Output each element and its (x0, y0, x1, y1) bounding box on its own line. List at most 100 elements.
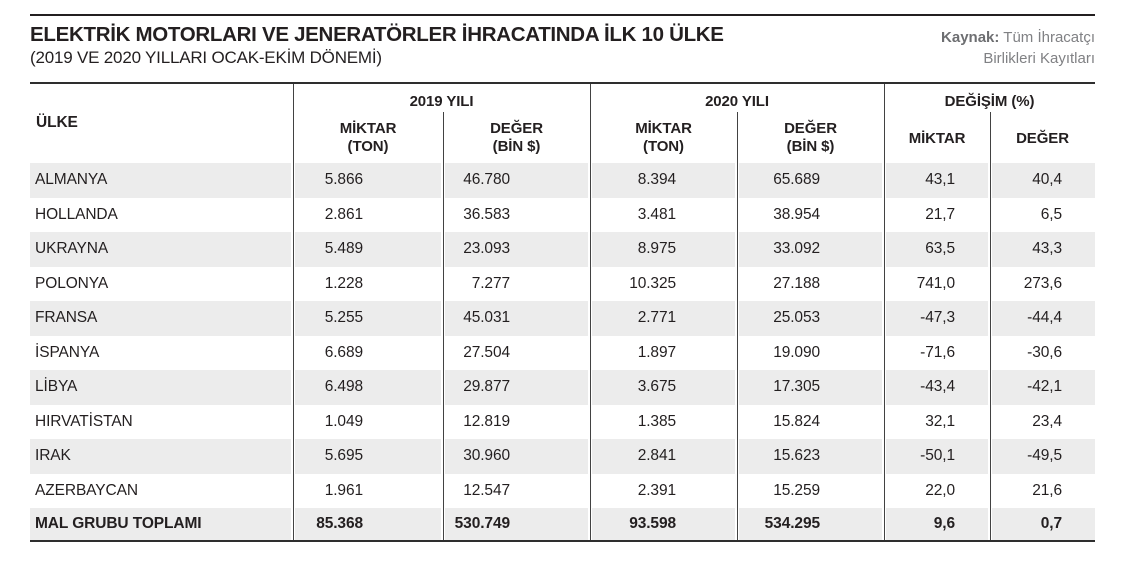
header-sub-2020-deger: DEĞER (BİN $) (737, 120, 884, 155)
country-cell: POLONYA (30, 266, 293, 301)
source-text-2: Birlikleri Kayıtları (983, 50, 1095, 67)
header-group-2020: 2020 YILI (705, 93, 769, 110)
value-cell: 85.368 (293, 508, 443, 540)
value-cell: 6,5 (990, 197, 1095, 232)
value-cell: 1.385 (590, 404, 737, 439)
value-cell: 32,1 (884, 404, 990, 439)
header-sub-unit: (TON) (643, 137, 684, 155)
header-sub-label: DEĞER (1016, 130, 1069, 147)
value-cell: 93.598 (590, 508, 737, 540)
column-divider (736, 112, 738, 540)
table-row: İSPANYA 6.689 27.504 1.897 19.090 -71,6 -30,6 (30, 335, 1095, 370)
column-divider (989, 112, 991, 540)
value-cell: 12.547 (443, 473, 590, 508)
value-cell: 38.954 (737, 197, 884, 232)
source-label: Kaynak: (941, 29, 1000, 46)
value-cell: 22,0 (884, 473, 990, 508)
column-divider (442, 112, 444, 540)
source-text-1: Tüm İhracatçı (1003, 29, 1095, 46)
table-row: HIRVATİSTAN 1.049 12.819 1.385 15.824 32,1 23,… (30, 404, 1095, 439)
header-sub-2019-deger: DEĞER (BİN $) (443, 120, 590, 155)
value-cell: 21,7 (884, 197, 990, 232)
header-sub-unit: (TON) (347, 137, 389, 155)
header-sub-label: DEĞER (490, 120, 543, 137)
value-cell: 2.771 (590, 301, 737, 336)
value-cell: 3.481 (590, 197, 737, 232)
value-cell: 36.583 (443, 197, 590, 232)
value-cell: -30,6 (990, 335, 1095, 370)
value-cell: 63,5 (884, 232, 990, 267)
country-cell: HOLLANDA (30, 197, 293, 232)
value-cell: 273,6 (990, 266, 1095, 301)
value-cell: 15.623 (737, 439, 884, 474)
header-group-change: DEĞİŞİM (%) (944, 93, 1035, 110)
value-cell: 45.031 (443, 301, 590, 336)
value-cell: 7.277 (443, 266, 590, 301)
value-cell: 530.749 (443, 508, 590, 540)
value-cell: -49,5 (990, 439, 1095, 474)
table-top-border (30, 82, 1095, 84)
header-sub-label: MİKTAR (635, 120, 692, 137)
value-cell: 29.877 (443, 370, 590, 405)
value-cell: 15.824 (737, 404, 884, 439)
page-subtitle: (2019 VE 2020 YILLARI OCAK-EKİM DÖNEMİ) (30, 48, 382, 67)
header-sub-change-miktar: MİKTAR (884, 130, 990, 148)
value-cell: 65.689 (737, 163, 884, 198)
column-divider (589, 84, 591, 540)
value-cell: 43,3 (990, 232, 1095, 267)
table-body: ALMANYA 5.866 46.780 8.394 65.689 43,1 40,4 HOL… (30, 163, 1095, 540)
value-cell: 27.504 (443, 335, 590, 370)
value-cell: 40,4 (990, 163, 1095, 198)
value-cell: 25.053 (737, 301, 884, 336)
header-sub-unit: (BİN $) (492, 137, 541, 155)
table-row: IRAK 5.695 30.960 2.841 15.623 -50,1 -49,5 (30, 439, 1095, 474)
value-cell: -43,4 (884, 370, 990, 405)
value-cell: 21,6 (990, 473, 1095, 508)
value-cell: 8.975 (590, 232, 737, 267)
country-cell: HIRVATİSTAN (30, 404, 293, 439)
country-cell: FRANSA (30, 301, 293, 336)
table-row: LİBYA 6.498 29.877 3.675 17.305 -43,4 -42,1 (30, 370, 1095, 405)
table-row: AZERBAYCAN 1.961 12.547 2.391 15.259 22,0 21,6 (30, 473, 1095, 508)
table-bottom-border (30, 540, 1095, 542)
value-cell: 9,6 (884, 508, 990, 540)
value-cell: 1.897 (590, 335, 737, 370)
value-cell: 2.861 (293, 197, 443, 232)
export-table: ÜLKE 2019 YILI 2020 YILI DEĞİŞİM (%) MİK… (30, 82, 1095, 542)
value-cell: 27.188 (737, 266, 884, 301)
value-cell: 1.961 (293, 473, 443, 508)
country-cell: ALMANYA (30, 163, 293, 198)
value-cell: -44,4 (990, 301, 1095, 336)
country-cell: MAL GRUBU TOPLAMI (30, 508, 293, 540)
value-cell: 2.841 (590, 439, 737, 474)
page-title: ELEKTRİK MOTORLARI VE JENERATÖRLER İHRAC… (30, 23, 724, 46)
country-cell: UKRAYNA (30, 232, 293, 267)
value-cell: 1.228 (293, 266, 443, 301)
table-row: FRANSA 5.255 45.031 2.771 25.053 -47,3 -44,4 (30, 301, 1095, 336)
table-row: ALMANYA 5.866 46.780 8.394 65.689 43,1 40,4 (30, 163, 1095, 198)
value-cell: 1.049 (293, 404, 443, 439)
value-cell: 23.093 (443, 232, 590, 267)
column-divider (883, 84, 885, 540)
header-sub-change-deger: DEĞER (990, 130, 1095, 148)
value-cell: 8.394 (590, 163, 737, 198)
value-cell: 43,1 (884, 163, 990, 198)
table-row: POLONYA 1.228 7.277 10.325 27.188 741,0 273,6 (30, 266, 1095, 301)
value-cell: 12.819 (443, 404, 590, 439)
header-sub-2019-miktar: MİKTAR (TON) (293, 120, 443, 155)
table-row: MAL GRUBU TOPLAMI 85.368 530.749 93.598 534.… (30, 508, 1095, 540)
value-cell: -42,1 (990, 370, 1095, 405)
source-line-1: Kaynak: Tüm İhracatçı (941, 27, 1095, 48)
value-cell: 15.259 (737, 473, 884, 508)
table-row: HOLLANDA 2.861 36.583 3.481 38.954 21,7 6,5 (30, 197, 1095, 232)
value-cell: 5.866 (293, 163, 443, 198)
column-divider (292, 84, 294, 540)
value-cell: 30.960 (443, 439, 590, 474)
value-cell: 5.695 (293, 439, 443, 474)
value-cell: 5.255 (293, 301, 443, 336)
header-sub-label: MİKTAR (908, 130, 966, 147)
value-cell: 23,4 (990, 404, 1095, 439)
value-cell: 6.689 (293, 335, 443, 370)
value-cell: -47,3 (884, 301, 990, 336)
